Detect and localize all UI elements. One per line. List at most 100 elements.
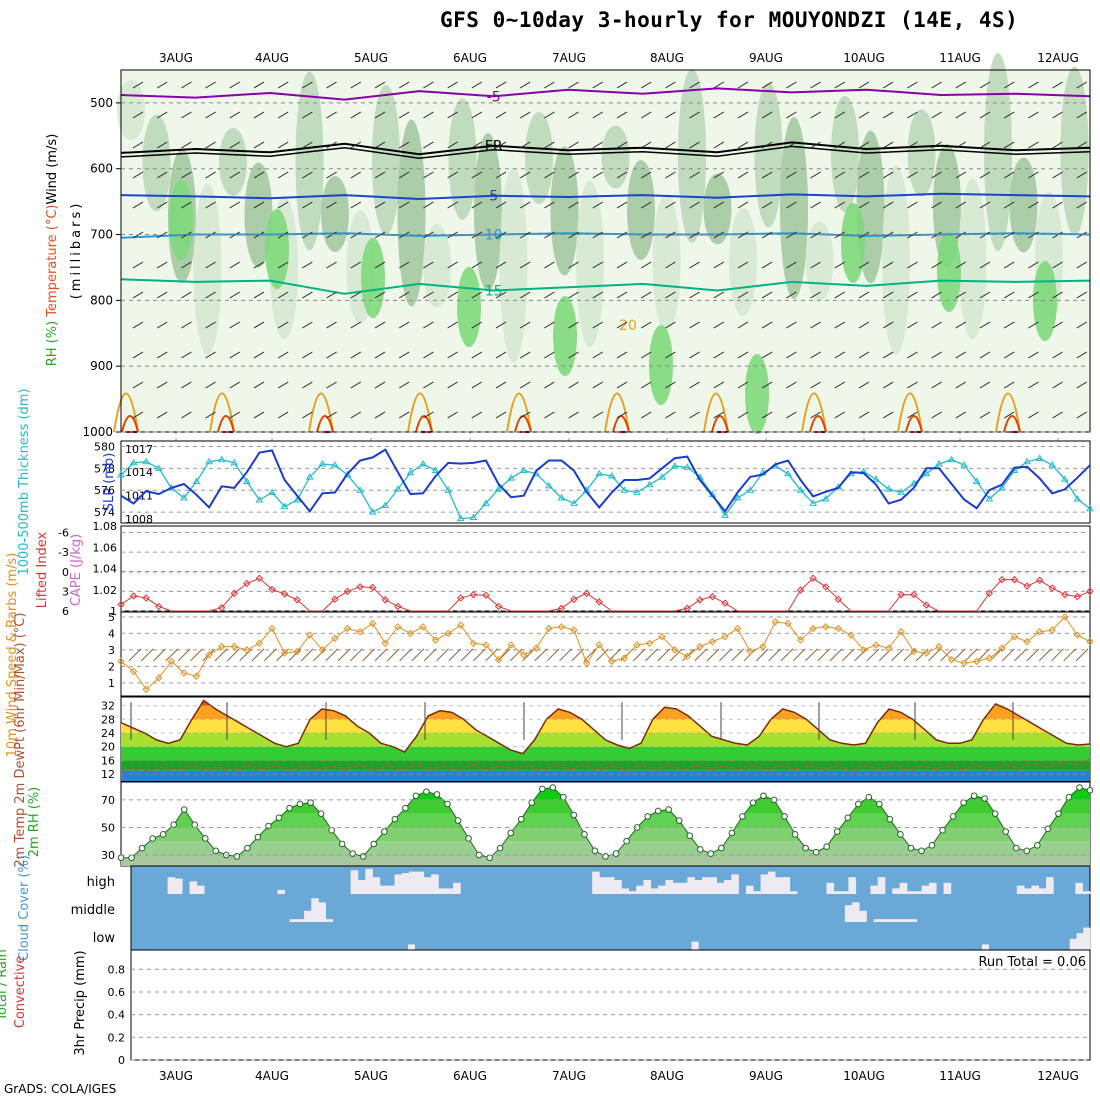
rh-shade	[754, 82, 783, 228]
wind-barb	[534, 648, 548, 662]
y-tick-label-right: 1017	[125, 443, 153, 456]
cloud-bar-high	[841, 891, 849, 894]
wind-barb	[374, 171, 386, 179]
y-tick-label: 1	[108, 677, 115, 690]
rh-point	[465, 835, 472, 842]
rh-point	[739, 813, 746, 820]
isotherm-label: 5	[489, 189, 498, 205]
wind-speed-point	[1073, 631, 1082, 639]
rh-shade	[193, 183, 222, 355]
y-tick-label-right: 1.02	[93, 584, 118, 597]
wind-barb	[1003, 141, 1015, 149]
thickness-point	[393, 485, 402, 492]
wind-barb	[302, 171, 313, 179]
wind-barb	[350, 648, 363, 662]
y-tick-label: 4	[108, 627, 115, 640]
rh-shade-high	[361, 238, 385, 318]
wind-barb	[1001, 648, 1015, 662]
wind-speed-point	[368, 619, 377, 628]
y-tick-label: 0.4	[108, 1009, 126, 1022]
cloud-bar-middle	[880, 919, 889, 922]
thickness-point	[796, 486, 805, 493]
wind-barb	[1003, 201, 1015, 209]
wind-barb	[907, 381, 918, 389]
cloud-bar-high	[767, 871, 776, 894]
wind-barb	[447, 141, 458, 149]
rh-shade-high	[169, 180, 193, 260]
wind-barb	[834, 111, 846, 119]
wind-barb	[398, 81, 410, 89]
wind-barb	[132, 291, 144, 299]
y-tick-label-right: 1.08	[93, 520, 118, 533]
thickness-point	[519, 466, 528, 474]
thickness-point	[670, 462, 679, 469]
rh-point	[317, 810, 325, 817]
wind-barb	[955, 201, 967, 209]
lifted-index-point	[482, 591, 490, 600]
date-label-bottom: 7AUG	[552, 1069, 586, 1083]
y-tick-label: 30	[101, 849, 115, 862]
cloud-bar-middle	[902, 919, 911, 922]
rh-point	[244, 844, 251, 852]
isotherm-25-loop	[1003, 415, 1021, 433]
wind-barb	[792, 648, 806, 662]
wind-barb	[350, 261, 362, 269]
wind-barb	[156, 291, 168, 299]
wind-barb	[423, 261, 434, 269]
rh-point	[854, 800, 862, 808]
lifted-index-point	[217, 604, 226, 612]
rh-shade	[652, 194, 681, 332]
wind-barb	[979, 201, 991, 209]
wind-barb	[786, 291, 797, 299]
wind-barb	[616, 321, 628, 329]
wind-barb	[495, 111, 507, 119]
y-tick-label: 20	[101, 741, 115, 754]
rh-shade	[397, 119, 426, 307]
cloud-bar-high	[416, 871, 425, 894]
cloud-bar-high	[379, 885, 388, 894]
thickness-point	[129, 458, 138, 466]
wind-barb	[810, 231, 821, 239]
wind-barb	[761, 381, 773, 389]
wind-barb	[882, 141, 894, 149]
wind-barb	[253, 111, 265, 119]
wind-speed-point	[230, 642, 238, 651]
wind-barb	[665, 81, 676, 89]
wind-barb	[495, 261, 507, 269]
wind-barb	[1028, 291, 1039, 299]
wind-barb	[882, 411, 894, 419]
cloud-bar-high	[365, 868, 373, 894]
wind-speed-point	[595, 641, 603, 649]
wind-barb	[713, 291, 725, 299]
rh-point	[328, 826, 335, 834]
rh-band	[121, 854, 1090, 866]
wind-speed-point	[645, 639, 654, 648]
cloud-bar-high	[174, 878, 183, 894]
wind-barb	[616, 231, 628, 239]
rh-point	[791, 831, 799, 838]
wind-barb	[253, 351, 265, 359]
wind-barb	[737, 381, 749, 389]
wind-panel: 1 2 3 4 5 10m Wind Speed & Barbs (m/s)	[5, 553, 1094, 757]
wind-barb	[882, 231, 894, 239]
thickness-point	[1048, 461, 1057, 468]
wind-barb	[665, 171, 676, 179]
thickness-ylabel: 1000-500mb Thickness (dm)	[17, 388, 32, 575]
wind-barb	[979, 411, 991, 419]
isotherm-20-loop	[995, 392, 1021, 433]
wind-barb	[423, 351, 434, 359]
lifted-index-point	[822, 583, 830, 591]
wind-barb	[544, 141, 555, 149]
wind-barb	[398, 321, 410, 329]
wind-barb	[253, 261, 265, 269]
rh-point	[212, 847, 220, 855]
wind-barb	[447, 411, 458, 419]
wind-barb	[205, 291, 216, 299]
wind-speed-point	[859, 646, 868, 654]
wind-barb	[965, 648, 978, 662]
wind-barb	[1028, 141, 1039, 149]
wind-barb	[229, 321, 241, 329]
wind-barb	[1052, 111, 1063, 119]
wind-speed-point	[343, 624, 352, 633]
